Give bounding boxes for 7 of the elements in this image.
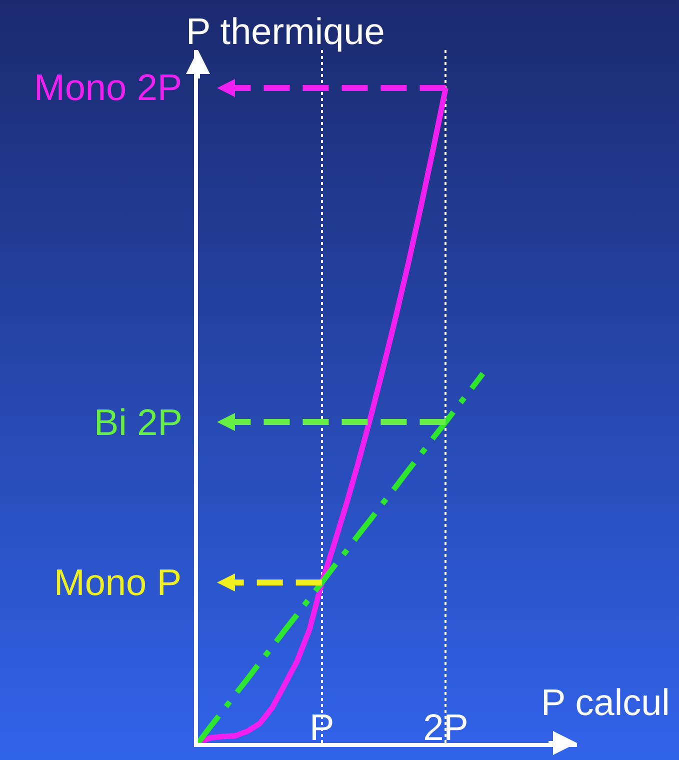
x-tick-label: P [310, 707, 334, 748]
x-axis-title: P calcul [541, 682, 670, 723]
ref-line-label: Mono P [54, 562, 182, 603]
ref-line-label: Mono 2P [34, 67, 182, 108]
ref-line-label: Bi 2P [94, 402, 182, 443]
y-axis-title: P thermique [186, 11, 385, 52]
x-tick-label: 2P [423, 707, 468, 748]
